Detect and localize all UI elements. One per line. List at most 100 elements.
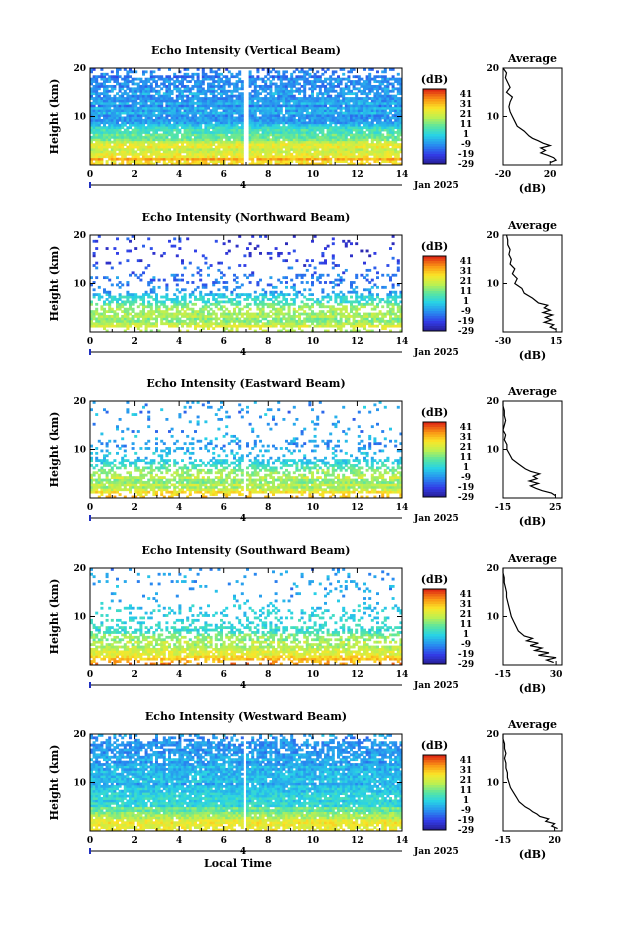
heatmap-cell	[318, 152, 322, 156]
heatmap-cell	[181, 312, 184, 316]
heatmap-cell	[251, 123, 255, 127]
heatmap-cell	[261, 322, 265, 326]
heatmap-cell	[204, 128, 208, 132]
heatmap-cell	[376, 70, 379, 74]
heatmap-cell	[381, 135, 385, 139]
heatmap-cell	[230, 300, 234, 304]
heatmap-cell	[165, 140, 169, 144]
heatmap-cell	[108, 75, 112, 79]
heatmap-cell	[121, 123, 125, 127]
heatmap-cell	[396, 307, 400, 311]
heatmap-cell	[316, 162, 320, 166]
heatmap-cell	[110, 77, 114, 81]
heatmap-cell	[282, 128, 286, 132]
heatmap-cell	[207, 101, 210, 105]
heatmap-cell	[396, 80, 400, 83]
heatmap-cell	[183, 109, 187, 113]
heatmap-cell	[295, 148, 299, 151]
heatmap-cell	[378, 152, 382, 156]
heatmap-cell	[279, 162, 283, 166]
heatmap-cell	[214, 150, 218, 154]
heatmap-cell	[97, 150, 101, 154]
heatmap-cell	[240, 135, 244, 139]
heatmap-cell	[352, 162, 356, 166]
heatmap-cell	[360, 150, 364, 154]
heatmap-cell	[308, 152, 312, 156]
heatmap-cell	[165, 128, 169, 132]
heatmap-cell	[139, 111, 143, 115]
heatmap-cell	[389, 152, 392, 156]
heatmap-cell	[391, 114, 395, 117]
heatmap-cell	[389, 302, 392, 306]
heatmap-cell	[376, 126, 379, 130]
heatmap-cell	[279, 143, 283, 146]
heatmap-cell	[251, 114, 255, 117]
colorbar-tick-label: 41	[460, 90, 473, 100]
heatmap-cell	[251, 135, 255, 139]
heatmap-cell	[212, 114, 216, 117]
heatmap-cell	[342, 160, 346, 163]
heatmap-cell	[378, 123, 382, 127]
heatmap-cell	[357, 109, 361, 113]
heatmap-cell	[103, 319, 106, 323]
heatmap-cell	[178, 138, 182, 142]
heatmap-cell	[204, 319, 208, 323]
heatmap-cell	[326, 150, 330, 154]
heatmap-cell	[123, 68, 127, 71]
heatmap-cell	[92, 92, 96, 96]
heatmap-cell	[118, 131, 122, 134]
heatmap-cell	[139, 126, 143, 130]
heatmap-cell	[394, 131, 398, 134]
heatmap-cell	[123, 131, 127, 134]
heatmap-cell	[298, 145, 301, 149]
heatmap-cell	[331, 114, 335, 117]
heatmap-cell	[92, 148, 96, 151]
heatmap-cell	[376, 118, 379, 122]
heatmap-cell	[274, 302, 278, 306]
heatmap-cell	[227, 150, 231, 154]
heatmap-cell	[144, 101, 148, 105]
heatmap-cell	[147, 143, 151, 146]
heatmap-cell	[399, 310, 403, 313]
heatmap-cell	[108, 133, 112, 137]
heatmap-cell	[168, 114, 171, 117]
heatmap-cell	[170, 131, 174, 134]
heatmap-cell	[170, 101, 174, 105]
heatmap-cell	[201, 143, 205, 146]
heatmap-cell	[394, 160, 398, 163]
heatmap-cell	[207, 152, 210, 156]
heatmap-cell	[285, 155, 288, 159]
heatmap-cell	[290, 77, 294, 81]
heatmap-cell	[303, 160, 307, 163]
heatmap-cell	[303, 99, 307, 103]
heatmap-cell	[282, 138, 286, 142]
heatmap-cell	[350, 121, 353, 125]
heatmap-cell	[370, 121, 374, 125]
heatmap-cell	[175, 111, 179, 115]
heatmap-cell	[240, 118, 244, 122]
heatmap-cell	[266, 143, 270, 146]
heatmap-cell	[188, 152, 192, 156]
heatmap-cell	[142, 101, 145, 105]
heatmap-cell	[386, 114, 390, 117]
heatmap-cell	[389, 312, 392, 316]
heatmap-cell	[121, 160, 125, 163]
heatmap-cell	[97, 138, 101, 142]
heatmap-cell	[230, 312, 234, 316]
heatmap-cell	[295, 319, 299, 323]
heatmap-cell	[318, 104, 322, 108]
heatmap-cell	[376, 80, 379, 83]
heatmap-cell	[253, 97, 257, 100]
heatmap-cell	[386, 97, 390, 100]
heatmap-cell	[220, 162, 223, 166]
heatmap-cell	[391, 312, 395, 316]
heatmap-cell	[389, 322, 392, 326]
heatmap-cell	[157, 140, 161, 144]
heatmap-cell	[378, 116, 382, 120]
heatmap-cell	[313, 152, 317, 156]
heatmap-cell	[352, 111, 356, 115]
heatmap-cell	[334, 126, 338, 130]
heatmap-cell	[389, 68, 392, 71]
heatmap-cell	[188, 315, 192, 318]
heatmap-cell	[313, 319, 317, 323]
